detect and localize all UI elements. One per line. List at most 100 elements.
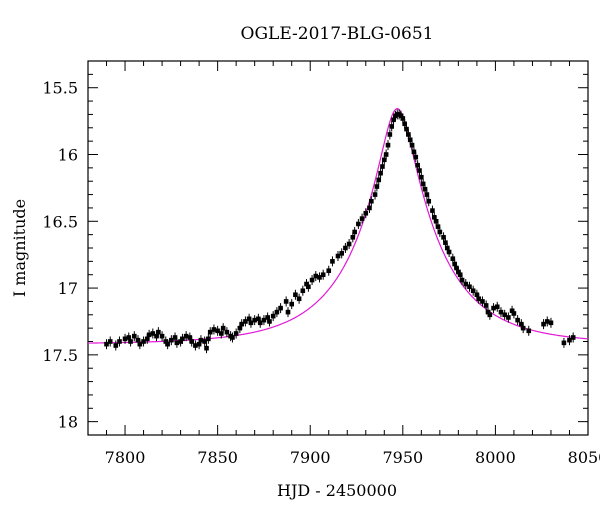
data-point: [491, 303, 496, 314]
data-marker: [267, 319, 272, 324]
data-point: [494, 301, 500, 312]
data-marker: [350, 235, 356, 240]
data-marker: [131, 333, 137, 339]
data-marker: [339, 251, 345, 256]
data-marker: [183, 333, 189, 339]
data-point: [369, 196, 374, 207]
data-point: [252, 315, 257, 326]
chart-title: OGLE-2017-BLG-0651: [241, 24, 434, 44]
data-marker: [128, 339, 133, 344]
data-point: [389, 121, 395, 132]
data-marker: [159, 333, 165, 339]
data-point: [330, 256, 335, 267]
data-marker: [509, 308, 515, 314]
data-point: [487, 309, 493, 320]
data-point: [204, 343, 209, 354]
data-marker: [417, 168, 422, 173]
data-point: [165, 339, 170, 350]
data-marker: [335, 253, 341, 259]
data-point: [352, 226, 357, 237]
data-marker: [426, 198, 432, 204]
data-marker: [343, 245, 348, 251]
y-tick-label: 16: [58, 146, 78, 165]
data-marker: [261, 317, 267, 323]
data-point: [206, 333, 211, 344]
data-marker: [309, 277, 315, 283]
data-marker: [174, 340, 180, 346]
data-marker: [459, 277, 465, 283]
data-marker: [463, 281, 469, 287]
data-marker: [381, 157, 387, 163]
data-point: [233, 328, 239, 339]
data-marker: [104, 341, 109, 347]
data-marker: [313, 273, 319, 279]
data-point: [243, 316, 248, 327]
data-point: [463, 279, 469, 290]
data-point: [326, 265, 332, 276]
data-marker: [430, 208, 435, 213]
data-point: [380, 161, 385, 172]
data-marker: [135, 337, 141, 343]
data-marker: [187, 335, 193, 340]
data-marker: [437, 229, 443, 235]
data-point: [359, 213, 365, 224]
data-marker: [413, 154, 419, 160]
data-marker: [219, 331, 224, 336]
data-marker: [189, 339, 195, 344]
data-marker: [320, 272, 326, 278]
data-point: [141, 336, 146, 347]
data-marker: [404, 126, 409, 132]
data-marker: [452, 261, 457, 267]
data-point: [541, 319, 546, 330]
data-marker: [385, 142, 391, 148]
data-point: [335, 251, 341, 262]
data-point: [169, 335, 174, 346]
data-point: [293, 289, 298, 300]
data-point: [274, 307, 280, 318]
data-point: [131, 331, 137, 342]
data-marker: [374, 184, 380, 189]
data-marker: [215, 328, 220, 334]
data-marker: [506, 315, 511, 320]
data-marker: [498, 309, 504, 315]
data-point: [320, 269, 326, 280]
data-point: [174, 337, 180, 348]
data-point: [113, 340, 119, 351]
data-marker: [285, 309, 291, 315]
data-marker: [198, 337, 204, 343]
data-marker: [278, 305, 283, 311]
data-marker: [383, 152, 389, 157]
data-marker: [476, 296, 482, 302]
data-marker: [378, 170, 383, 176]
data-point: [261, 315, 267, 326]
data-point: [387, 129, 393, 140]
x-axis-label: HJD - 2450000: [277, 481, 397, 500]
data-marker: [296, 296, 302, 302]
data-marker: [146, 332, 152, 338]
data-marker: [424, 192, 430, 197]
x-tick-label: 7900: [290, 448, 331, 467]
data-marker: [409, 142, 415, 148]
data-point: [198, 335, 204, 346]
data-point: [215, 325, 220, 336]
data-point: [309, 275, 315, 286]
x-tick-label: 7800: [105, 448, 146, 467]
data-marker: [117, 339, 122, 344]
data-marker: [391, 117, 396, 123]
data-marker: [402, 121, 407, 127]
data-marker: [224, 329, 230, 335]
data-point: [515, 315, 520, 326]
data-point: [476, 293, 482, 304]
data-point: [193, 340, 198, 351]
data-marker: [480, 299, 485, 304]
data-point: [480, 296, 485, 307]
data-point: [156, 327, 161, 338]
y-tick-label: 16.5: [42, 212, 78, 231]
data-marker: [389, 124, 395, 129]
data-point: [137, 339, 143, 350]
data-marker: [163, 339, 169, 344]
data-marker: [169, 337, 174, 343]
data-point: [343, 243, 348, 253]
data-marker: [352, 229, 357, 235]
data-point: [180, 333, 185, 344]
